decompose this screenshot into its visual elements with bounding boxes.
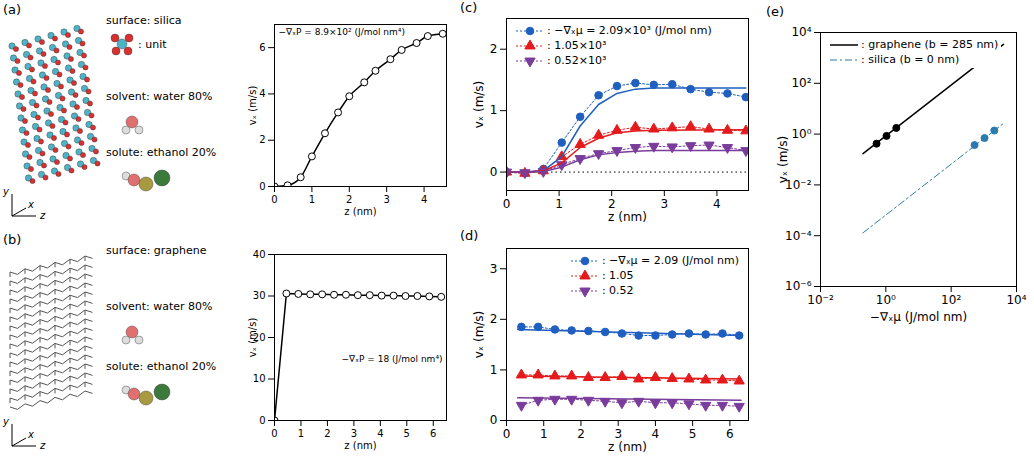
svg-text:1: 1 <box>540 427 548 441</box>
svg-text:6: 6 <box>430 428 436 439</box>
svg-text:y: y <box>2 416 10 427</box>
svg-text:z (nm): z (nm) <box>608 210 647 224</box>
svg-text:z (nm): z (nm) <box>344 206 376 217</box>
svg-text:20: 20 <box>252 331 266 343</box>
svg-text:1: 1 <box>309 194 315 205</box>
svg-text:4: 4 <box>652 427 660 441</box>
html-text:solvent: water 80%: solvent: water 80% <box>106 300 213 313</box>
svg-text:vₓ (m/s): vₓ (m/s) <box>472 81 486 129</box>
svg-text:10²: 10² <box>791 76 811 90</box>
svg-text:1: 1 <box>490 363 498 377</box>
svg-text:z (nm): z (nm) <box>608 440 647 454</box>
svg-text:10⁻⁴: 10⁻⁴ <box>785 229 812 243</box>
svg-text:0: 0 <box>271 428 277 439</box>
svg-text:vₓ (m/s): vₓ (m/s) <box>776 136 790 184</box>
html-text:surface: graphene: surface: graphene <box>106 244 207 257</box>
svg-text:2: 2 <box>577 427 585 441</box>
svg-text:10⁰: 10⁰ <box>876 293 896 307</box>
html-text:: 1.05×10³: : 1.05×10³ <box>547 39 607 52</box>
svg-text:0: 0 <box>259 181 265 192</box>
html-text:: 1.05: : 1.05 <box>601 269 634 282</box>
svg-text:2: 2 <box>346 194 352 205</box>
svg-text:10⁴: 10⁴ <box>1006 293 1026 307</box>
svg-text:−∇ₓμ (J/mol nm): −∇ₓμ (J/mol nm) <box>870 310 967 324</box>
svg-text:3: 3 <box>490 262 498 276</box>
html-text:: 0.52: : 0.52 <box>601 284 634 297</box>
html-text:solvent: water 80%: solvent: water 80% <box>106 90 213 103</box>
svg-text:2: 2 <box>324 428 330 439</box>
html-text:: silica (b = 0 nm): : silica (b = 0 nm) <box>861 53 960 66</box>
html-text:(a): (a) <box>3 2 22 17</box>
svg-text:4: 4 <box>259 88 265 99</box>
svg-text:0: 0 <box>490 413 498 427</box>
svg-text:2: 2 <box>490 312 498 326</box>
svg-text:0: 0 <box>503 197 511 211</box>
svg-text:2: 2 <box>490 42 498 56</box>
svg-text:10⁻²: 10⁻² <box>785 177 812 192</box>
html-text:(e): (e) <box>766 4 785 19</box>
svg-text:z: z <box>39 210 46 221</box>
svg-text:0: 0 <box>259 415 265 426</box>
svg-text:0: 0 <box>271 194 277 205</box>
svg-text:2: 2 <box>607 197 616 211</box>
svg-text:1: 1 <box>298 428 304 439</box>
svg-text:x: x <box>27 429 34 440</box>
svg-text:vₓ (m/s): vₓ (m/s) <box>247 318 258 358</box>
svg-text:5: 5 <box>404 428 410 439</box>
svg-text:3: 3 <box>351 428 357 439</box>
svg-text:10⁻²: 10⁻² <box>807 293 834 307</box>
html-text:surface: silica: surface: silica <box>106 14 182 27</box>
html-text:: −∇ₓμ = 2.09×10³ (J/mol nm): : −∇ₓμ = 2.09×10³ (J/mol nm) <box>547 24 712 37</box>
svg-text:1: 1 <box>490 103 498 117</box>
svg-text:x: x <box>27 199 34 210</box>
svg-text:30: 30 <box>253 290 266 301</box>
svg-text:3: 3 <box>383 194 389 205</box>
svg-text:3: 3 <box>661 197 669 211</box>
svg-text:y: y <box>2 186 10 197</box>
svg-text:4: 4 <box>421 194 427 205</box>
html-text:(d): (d) <box>460 228 479 243</box>
svg-text:4: 4 <box>713 197 721 211</box>
html-text:: −∇ₓμ = 2.09 (J/mol nm): : −∇ₓμ = 2.09 (J/mol nm) <box>601 254 739 267</box>
svg-text:−∇ₓP = 18 (J/mol nm⁴): −∇ₓP = 18 (J/mol nm⁴) <box>342 354 443 364</box>
svg-text:10⁴: 10⁴ <box>791 25 811 39</box>
svg-text:0: 0 <box>503 427 511 441</box>
html-text:: graphene (b = 285 nm): : graphene (b = 285 nm) <box>861 38 999 51</box>
svg-text:5: 5 <box>689 427 697 441</box>
svg-text:10⁰: 10⁰ <box>791 127 811 141</box>
svg-text:4: 4 <box>377 428 383 439</box>
svg-text:6: 6 <box>726 427 734 441</box>
html-text:: unit: : unit <box>138 38 167 51</box>
html-text:solute: ethanol 20%: solute: ethanol 20% <box>106 360 217 373</box>
svg-text:6: 6 <box>259 42 265 53</box>
html-text:(b): (b) <box>3 232 22 247</box>
svg-text:−∇ₓP = 8.9×10² (J/mol nm⁴): −∇ₓP = 8.9×10² (J/mol nm⁴) <box>279 27 405 37</box>
svg-text:vₓ (m/s): vₓ (m/s) <box>472 311 486 359</box>
svg-text:vₓ (m/s): vₓ (m/s) <box>247 86 258 126</box>
html-text:solute: ethanol 20%: solute: ethanol 20% <box>106 146 217 159</box>
html-text:(c): (c) <box>460 0 478 15</box>
svg-text:3: 3 <box>614 427 622 441</box>
html-text:: 0.52×10³: : 0.52×10³ <box>547 54 607 67</box>
svg-text:2: 2 <box>259 134 265 145</box>
svg-text:0: 0 <box>490 165 498 179</box>
svg-text:10⁻⁶: 10⁻⁶ <box>785 279 812 293</box>
svg-text:z: z <box>39 440 46 451</box>
svg-text:10²: 10² <box>941 293 961 307</box>
svg-text:1: 1 <box>555 197 563 211</box>
svg-text:40: 40 <box>253 249 266 260</box>
svg-text:10: 10 <box>253 373 266 384</box>
svg-text:z (nm): z (nm) <box>344 440 376 451</box>
